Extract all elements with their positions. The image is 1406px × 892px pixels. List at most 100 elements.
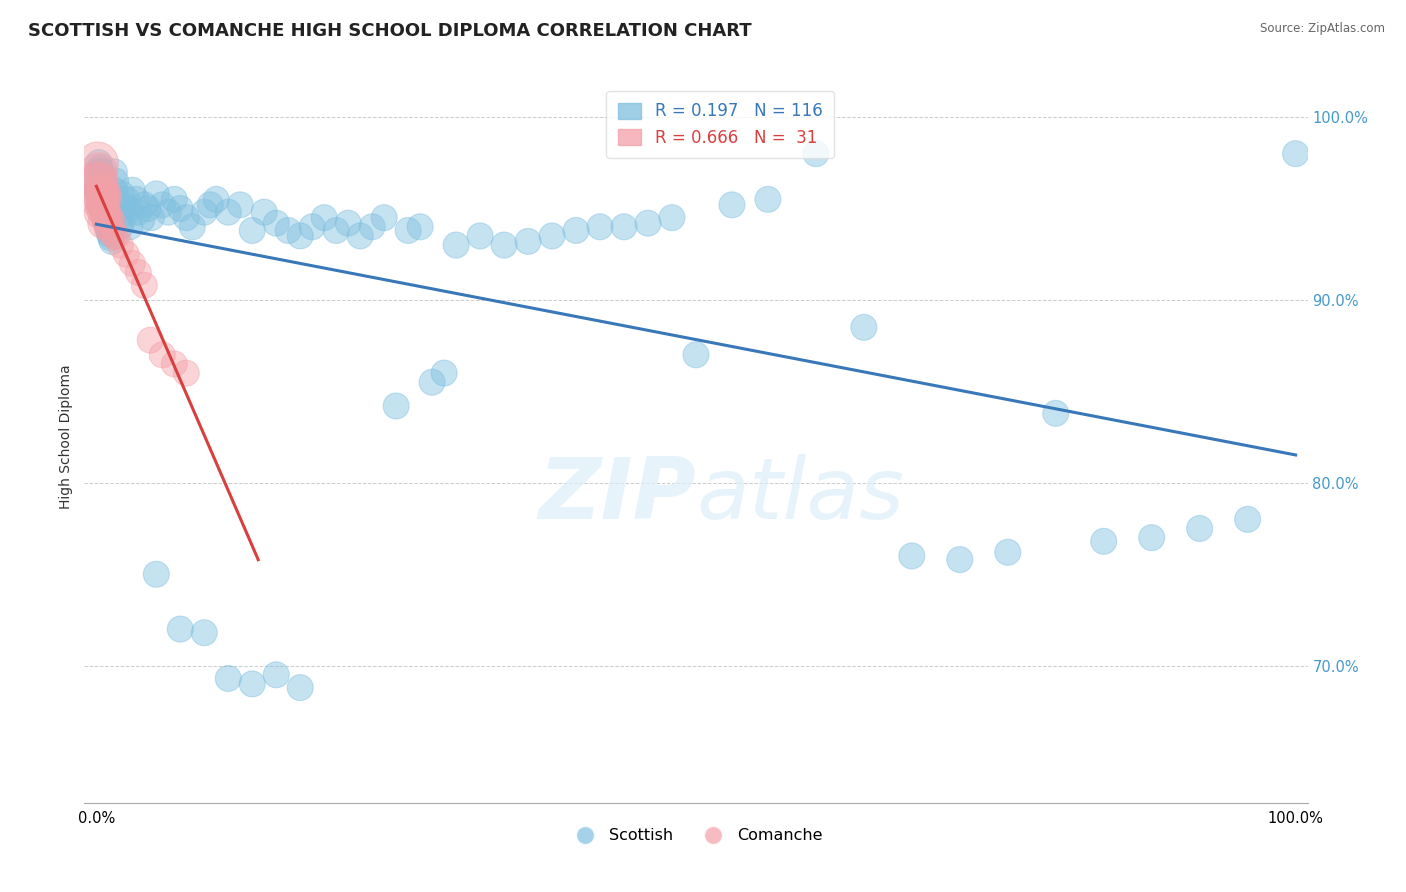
- Comanche: [89, 174, 111, 188]
- Scottish: [169, 622, 191, 636]
- Scottish: [108, 211, 131, 225]
- Text: SCOTTISH VS COMANCHE HIGH SCHOOL DIPLOMA CORRELATION CHART: SCOTTISH VS COMANCHE HIGH SCHOOL DIPLOMA…: [28, 22, 752, 40]
- Comanche: [150, 348, 173, 362]
- Scottish: [121, 183, 143, 197]
- Scottish: [97, 209, 120, 223]
- Scottish: [89, 161, 111, 176]
- Scottish: [444, 238, 467, 252]
- Scottish: [110, 186, 132, 201]
- Comanche: [103, 228, 125, 243]
- Comanche: [105, 228, 128, 243]
- Scottish: [86, 165, 108, 179]
- Scottish: [1188, 521, 1211, 535]
- Comanche: [94, 211, 117, 225]
- Scottish: [93, 205, 115, 219]
- Scottish: [90, 178, 112, 192]
- Scottish: [105, 192, 128, 206]
- Comanche: [94, 186, 117, 201]
- Scottish: [98, 212, 121, 227]
- Scottish: [94, 185, 117, 199]
- Scottish: [115, 192, 138, 206]
- Scottish: [150, 198, 173, 212]
- Scottish: [89, 198, 111, 212]
- Scottish: [1045, 406, 1067, 420]
- Scottish: [1140, 531, 1163, 545]
- Scottish: [134, 198, 156, 212]
- Text: Source: ZipAtlas.com: Source: ZipAtlas.com: [1260, 22, 1385, 36]
- Text: ZIP: ZIP: [538, 454, 696, 537]
- Comanche: [110, 238, 132, 252]
- Scottish: [901, 549, 924, 563]
- Comanche: [91, 183, 114, 197]
- Scottish: [290, 228, 312, 243]
- Comanche: [86, 155, 108, 169]
- Scottish: [93, 190, 115, 204]
- Scottish: [301, 219, 323, 234]
- Scottish: [163, 192, 186, 206]
- Scottish: [169, 202, 191, 216]
- Scottish: [87, 155, 110, 169]
- Comanche: [174, 366, 197, 380]
- Scottish: [337, 216, 360, 230]
- Scottish: [541, 228, 564, 243]
- Comanche: [121, 256, 143, 270]
- Comanche: [163, 357, 186, 371]
- Scottish: [97, 194, 120, 209]
- Scottish: [96, 203, 118, 218]
- Scottish: [217, 205, 239, 219]
- Comanche: [86, 174, 108, 188]
- Comanche: [90, 205, 112, 219]
- Comanche: [89, 186, 111, 201]
- Scottish: [613, 219, 636, 234]
- Comanche: [93, 205, 117, 219]
- Scottish: [89, 179, 111, 194]
- Scottish: [112, 211, 135, 225]
- Scottish: [94, 214, 117, 228]
- Scottish: [290, 681, 312, 695]
- Scottish: [277, 223, 299, 237]
- Scottish: [91, 202, 114, 216]
- Scottish: [229, 198, 252, 212]
- Scottish: [565, 223, 588, 237]
- Scottish: [91, 186, 114, 201]
- Scottish: [589, 219, 612, 234]
- Scottish: [1092, 534, 1115, 549]
- Scottish: [264, 667, 287, 681]
- Scottish: [127, 205, 149, 219]
- Scottish: [756, 192, 779, 206]
- Scottish: [101, 219, 124, 234]
- Scottish: [157, 205, 180, 219]
- Scottish: [217, 672, 239, 686]
- Scottish: [949, 552, 972, 566]
- Comanche: [91, 202, 114, 216]
- Scottish: [409, 219, 432, 234]
- Scottish: [93, 181, 117, 195]
- Scottish: [468, 228, 491, 243]
- Scottish: [118, 202, 141, 216]
- Scottish: [93, 196, 117, 211]
- Comanche: [134, 278, 156, 293]
- Scottish: [240, 223, 263, 237]
- Scottish: [90, 192, 112, 206]
- Comanche: [87, 192, 110, 206]
- Scottish: [100, 231, 122, 245]
- Scottish: [314, 211, 336, 225]
- Scottish: [100, 216, 122, 230]
- Scottish: [200, 198, 222, 212]
- Scottish: [103, 165, 125, 179]
- Scottish: [349, 228, 371, 243]
- Scottish: [253, 205, 276, 219]
- Comanche: [115, 247, 138, 261]
- Scottish: [89, 169, 111, 183]
- Scottish: [97, 223, 120, 237]
- Scottish: [125, 192, 148, 206]
- Scottish: [101, 223, 124, 237]
- Scottish: [94, 200, 117, 214]
- Comanche: [139, 333, 162, 347]
- Scottish: [96, 218, 118, 232]
- Comanche: [90, 192, 112, 206]
- Comanche: [93, 216, 115, 230]
- Scottish: [193, 625, 215, 640]
- Scottish: [637, 216, 659, 230]
- Scottish: [373, 211, 395, 225]
